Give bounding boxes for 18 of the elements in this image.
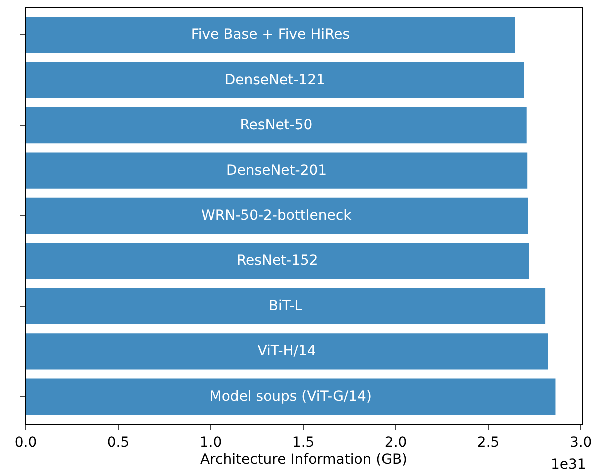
- x-tick-label: 0.0: [14, 434, 38, 451]
- x-tick-label: 1.0: [200, 434, 222, 451]
- y-tick-label: Five Base + Five HiRes: [191, 27, 350, 44]
- y-tick-label: DenseNet-201: [226, 162, 328, 179]
- x-tick-label: 2.5: [477, 434, 500, 451]
- x-tick-label: 3.0: [570, 434, 592, 451]
- x-tick-label: 1.5: [292, 434, 315, 451]
- text: 1e31: [551, 457, 586, 473]
- y-tick-label: WRN-50-2-bottleneck: [202, 208, 353, 224]
- y-tick-label: DenseNet-121: [224, 72, 326, 88]
- y-tick-label: ViT-H/14: [258, 344, 316, 360]
- y-tick-label: ResNet-152: [236, 253, 318, 270]
- y-tick-label: BiT-L: [268, 298, 303, 314]
- y-tick-label: Model soups (ViT-G/14): [210, 388, 372, 405]
- x-tick-label: 2.0: [384, 434, 408, 451]
- y-tick-label: ResNet-50: [240, 118, 313, 134]
- x-tick-label: 0.5: [107, 434, 130, 451]
- x-axis-title: Architecture Information (GB): [200, 452, 408, 468]
